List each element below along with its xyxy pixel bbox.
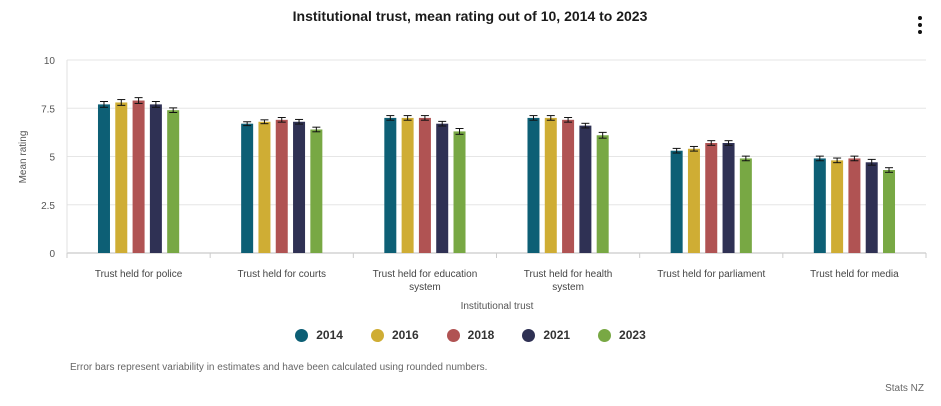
- bar-2023-4[interactable]: [596, 135, 609, 253]
- bar-2018-1[interactable]: [132, 100, 145, 253]
- bar-2014-6[interactable]: [813, 158, 826, 253]
- legend-label: 2014: [316, 328, 343, 342]
- legend-label: 2023: [619, 328, 646, 342]
- bar-2018-6[interactable]: [848, 158, 861, 253]
- bar-2018-3[interactable]: [418, 117, 431, 254]
- bar-2014-1[interactable]: [97, 104, 110, 253]
- legend-item-2018[interactable]: 2018: [446, 328, 495, 342]
- x-tick-label-line: Trust held for education: [373, 269, 478, 280]
- menu-dot: [918, 23, 922, 27]
- y-tick-label: 7.5: [41, 104, 55, 115]
- legend-item-2021[interactable]: 2021: [522, 328, 570, 342]
- x-tick-label: Trust held for health system: [524, 269, 613, 293]
- bar-2023-3[interactable]: [453, 131, 466, 253]
- x-tick-label: Trust held for police: [95, 269, 183, 280]
- bar-2016-5[interactable]: [687, 148, 700, 253]
- bar-2021-4[interactable]: [579, 125, 592, 253]
- x-tick-label-line: Trust held for media: [810, 269, 899, 280]
- bar-2014-4[interactable]: [527, 117, 540, 254]
- bar-2016-2[interactable]: [258, 121, 271, 253]
- grid-layer: [67, 59, 926, 254]
- x-tick-label: Trust held for media: [810, 269, 899, 280]
- bar-2021-6[interactable]: [865, 162, 878, 253]
- y-tick-label: 2.5: [41, 201, 55, 212]
- x-tick-label: Trust held for courts: [237, 269, 326, 280]
- y-tick-label: 0: [49, 249, 55, 260]
- bar-2021-3[interactable]: [436, 123, 449, 253]
- legend-swatch: [370, 328, 384, 342]
- x-tick-label-line: Trust held for parliament: [657, 269, 765, 280]
- legend-swatch: [522, 328, 536, 342]
- legend-item-2023[interactable]: 2023: [598, 328, 646, 342]
- chart-title: Institutional trust, mean rating out of …: [293, 8, 648, 24]
- axis-layer: 0 2.5 5 7.5 10 Trust held for police Trust hel…: [41, 56, 927, 293]
- bar-2014-5[interactable]: [670, 150, 683, 253]
- bar-2021-2[interactable]: [293, 121, 306, 253]
- bar-2018-4[interactable]: [562, 119, 575, 253]
- bar-2014-2[interactable]: [241, 123, 254, 253]
- chart-legend: 2014 2016 2018 2021 2023: [0, 328, 941, 342]
- x-tick-label-line: Trust held for courts: [237, 269, 326, 280]
- x-axis-label: Institutional trust: [461, 301, 534, 312]
- bar-2016-1[interactable]: [115, 102, 128, 254]
- legend-label: 2021: [543, 328, 571, 342]
- bar-2021-1[interactable]: [149, 104, 162, 253]
- bar-2021-5[interactable]: [722, 142, 735, 253]
- bar-2023-5[interactable]: [739, 158, 752, 253]
- x-tick-label-line: Trust held for health: [524, 269, 613, 280]
- bar-2023-1[interactable]: [167, 110, 180, 254]
- x-tick-label: Trust held for education system: [373, 269, 478, 293]
- bar-2023-2[interactable]: [310, 129, 323, 253]
- x-tick-label-line: system: [552, 282, 584, 293]
- x-tick-label: Trust held for parliament: [657, 269, 765, 280]
- legend-swatch: [295, 328, 309, 342]
- bars-layer: [97, 97, 896, 254]
- bar-2016-4[interactable]: [544, 117, 557, 254]
- legend-item-2014[interactable]: 2014: [295, 328, 343, 342]
- more-vertical-icon: [918, 16, 922, 20]
- bar-2018-5[interactable]: [705, 142, 718, 253]
- y-axis-label: Mean rating: [18, 131, 29, 184]
- legend-swatch: [598, 328, 612, 342]
- legend-item-2016[interactable]: 2016: [370, 328, 419, 342]
- y-tick-label: 5: [49, 153, 55, 164]
- chart-footnote: Error bars represent variability in esti…: [70, 362, 488, 373]
- x-tick-label-line: system: [409, 282, 441, 293]
- bar-2016-3[interactable]: [401, 117, 414, 254]
- legend-swatch: [446, 328, 460, 342]
- y-tick-label: 10: [44, 56, 56, 67]
- legend-label: 2018: [467, 328, 495, 342]
- bar-2023-6[interactable]: [883, 170, 896, 253]
- x-tick-label-line: Trust held for police: [95, 269, 183, 280]
- legend-label: 2016: [391, 328, 419, 342]
- bar-2014-3[interactable]: [384, 117, 397, 254]
- source-credit: Stats NZ: [885, 383, 924, 394]
- chart-menu-button[interactable]: [911, 12, 929, 38]
- bar-2018-2[interactable]: [275, 119, 288, 253]
- bar-2016-6[interactable]: [831, 160, 844, 253]
- menu-dot: [918, 30, 922, 34]
